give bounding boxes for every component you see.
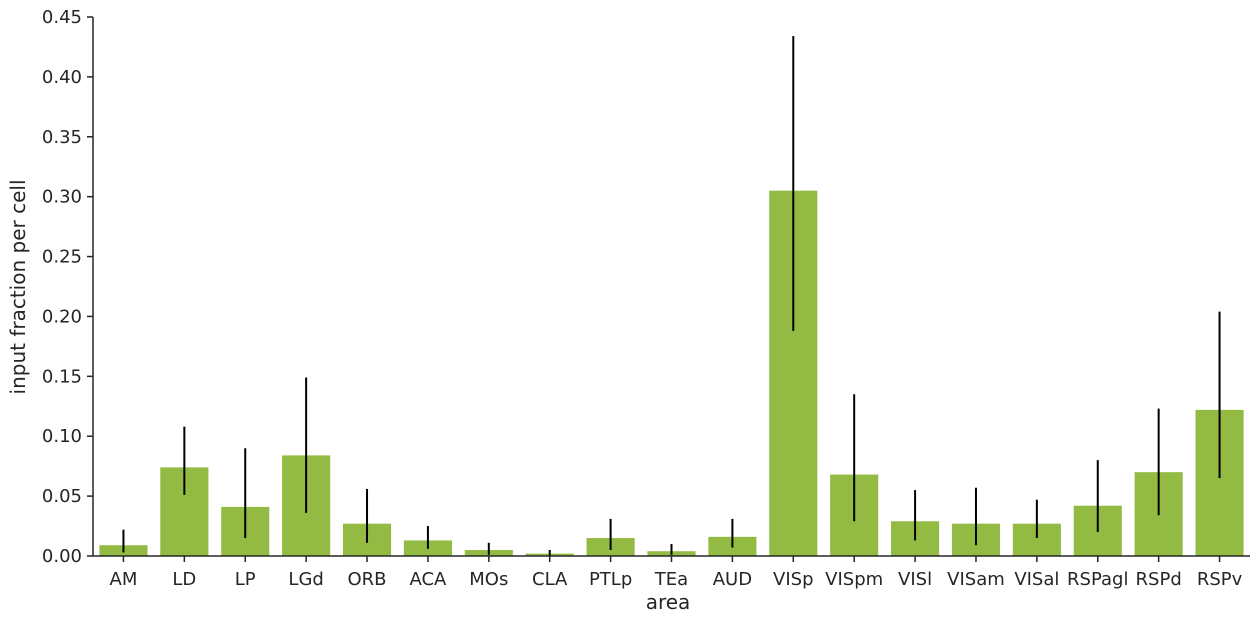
x-tick-label: LD — [172, 569, 196, 590]
y-tick-label: 0.10 — [42, 426, 82, 447]
x-tick-label: LP — [235, 569, 256, 590]
x-tick-label: VISp — [773, 569, 813, 590]
x-tick-label: ORB — [348, 569, 387, 590]
y-tick-label: 0.30 — [42, 187, 82, 208]
x-tick-label: ACA — [409, 569, 447, 590]
x-tick-label: VISam — [947, 569, 1005, 590]
x-tick-label: RSPagl — [1067, 569, 1128, 590]
y-tick-label: 0.15 — [42, 366, 82, 387]
x-axis-label: area — [646, 590, 691, 614]
y-tick-label: 0.20 — [42, 306, 82, 327]
y-axis: 0.00 0.05 0.10 0.15 0.20 0.25 0.30 0.35 0.40 0.45 — [42, 7, 94, 567]
y-tick-label: 0.35 — [42, 127, 82, 148]
x-tick-label: CLA — [532, 569, 568, 590]
x-tick-label: LGd — [288, 569, 323, 590]
x-tick-label: VISal — [1014, 569, 1059, 590]
y-tick-label: 0.05 — [42, 486, 82, 507]
x-tick-label: PTLp — [589, 569, 632, 590]
y-tick-label: 0.25 — [42, 247, 82, 268]
y-tick-label: 0.45 — [42, 7, 82, 28]
x-tick-label: AM — [110, 569, 138, 590]
error-bars-group — [122, 36, 1221, 556]
x-tick-label: RSPv — [1197, 569, 1243, 590]
bars-group — [99, 190, 1244, 556]
x-tick-label: VISl — [898, 569, 932, 590]
x-axis: AM LD LP LGd ORB ACA MOs CLA PTLp TEa AUD VISp VISpm… — [93, 555, 1250, 590]
y-axis-label: input fraction per cell — [6, 180, 30, 395]
x-tick-label: AUD — [713, 569, 752, 590]
x-tick-label: VISpm — [825, 569, 883, 590]
x-tick-label: RSPd — [1136, 569, 1182, 590]
y-tick-label: 0.00 — [42, 546, 82, 567]
x-tick-label: TEa — [654, 569, 688, 590]
y-tick-label: 0.40 — [42, 67, 82, 88]
x-tick-label: MOs — [469, 569, 508, 590]
